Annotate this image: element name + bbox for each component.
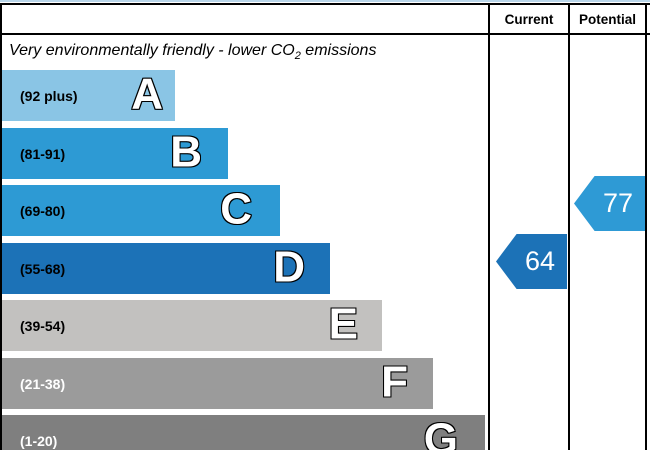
top-strip <box>0 0 650 2</box>
current-column-header: Current <box>504 11 554 27</box>
potential-rating-arrow: 77 <box>574 176 645 231</box>
band-row-b: (81-91) B <box>2 128 228 179</box>
chart-title-subscript: 2 <box>294 50 301 63</box>
band-range-label: (92 plus) <box>20 87 78 104</box>
chart-title-suffix: emissions <box>300 42 377 59</box>
band-range-label: (55-68) <box>20 260 66 277</box>
band-letter: F <box>380 357 409 407</box>
band-letter: G <box>423 414 459 450</box>
current-column-divider <box>488 3 490 450</box>
band-row-c: (69-80) C <box>2 185 280 236</box>
band-letter: B <box>169 127 203 177</box>
table-border-top <box>0 3 650 5</box>
chart-title-text: Very environmentally friendly - lower CO <box>9 42 295 59</box>
band-letter: D <box>272 242 306 292</box>
table-border-right <box>645 3 647 450</box>
potential-column-divider <box>568 3 570 450</box>
band-range-label: (39-54) <box>20 317 66 334</box>
band-letter: A <box>130 69 164 119</box>
current-rating-arrow: 64 <box>496 234 567 289</box>
band-range-label: (1-20) <box>20 432 58 449</box>
band-range-label: (81-91) <box>20 145 66 162</box>
potential-column-header: Potential <box>578 11 636 27</box>
band-range-label: (21-38) <box>20 375 66 392</box>
band-row-a: (92 plus) A <box>2 70 175 121</box>
band-row-e: (39-54) E <box>2 300 382 351</box>
potential-rating-value: 77 <box>602 188 634 218</box>
current-rating-value: 64 <box>524 246 556 276</box>
band-row-f: (21-38) F <box>2 358 433 409</box>
band-letter: C <box>219 184 253 234</box>
band-row-d: (55-68) D <box>2 243 330 294</box>
chart-title: Very environmentally friendly - lower CO… <box>9 42 479 62</box>
header-separator <box>0 33 650 35</box>
band-letter: E <box>328 299 359 349</box>
band-range-label: (69-80) <box>20 202 66 219</box>
table-border-left <box>0 3 2 450</box>
band-row-g: (1-20) G <box>2 415 485 450</box>
